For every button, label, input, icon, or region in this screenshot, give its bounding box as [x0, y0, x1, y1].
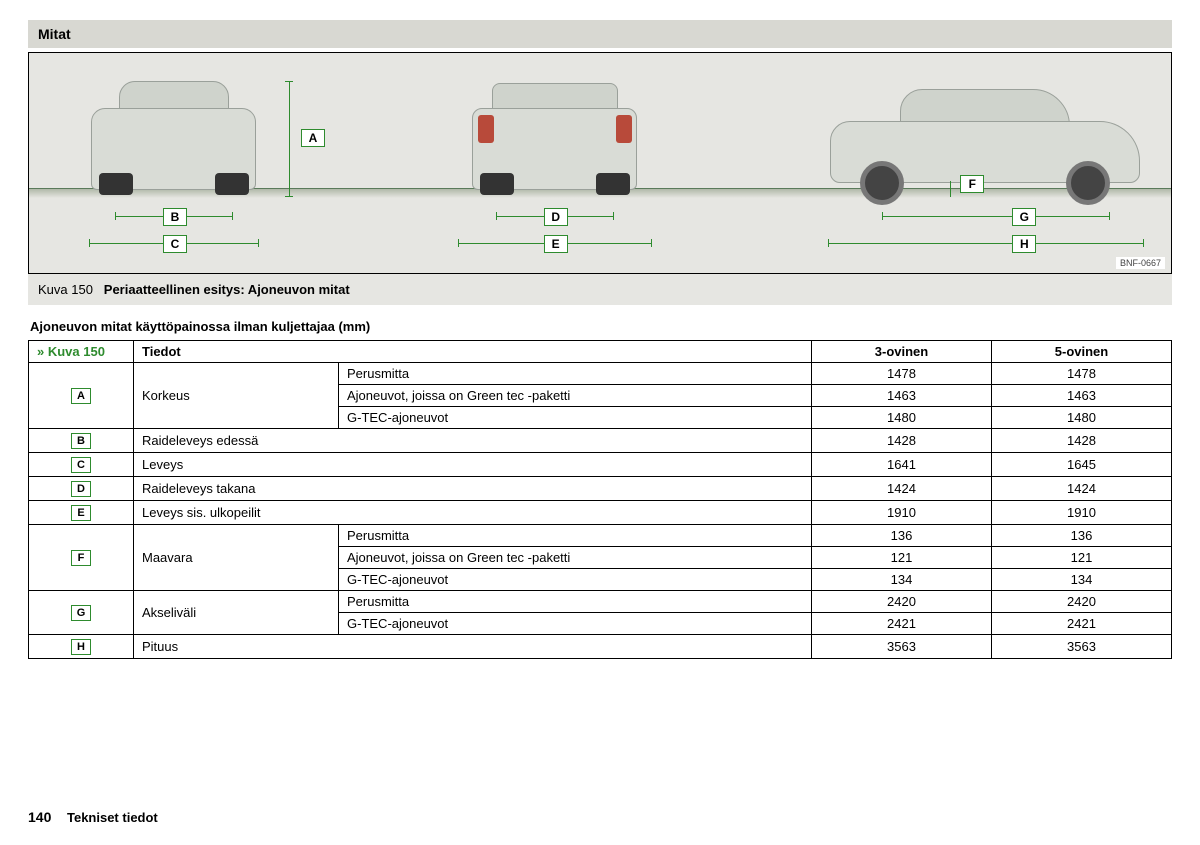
cell-value: 2420	[812, 591, 992, 613]
table-row: D Raideleveys takana 1424 1424	[29, 477, 1172, 501]
label-pituus: Pituus	[134, 635, 812, 659]
cell-value: 2421	[992, 613, 1172, 635]
ref-letter-d: D	[71, 481, 91, 497]
table-row: F Maavara Perusmitta 136 136	[29, 525, 1172, 547]
ref-letter-f: F	[71, 550, 91, 566]
dim-label-g: G	[1012, 208, 1036, 226]
table-row: A Korkeus Perusmitta 1478 1478	[29, 363, 1172, 385]
dim-label-b: B	[163, 208, 187, 226]
cell-value: 1480	[812, 407, 992, 429]
header-3door: 3-ovinen	[812, 341, 992, 363]
label-korkeus: Korkeus	[134, 363, 339, 429]
table-row: H Pituus 3563 3563	[29, 635, 1172, 659]
cell-value: 1480	[992, 407, 1172, 429]
dim-label-e: E	[544, 235, 568, 253]
table-row: E Leveys sis. ulkopeilit 1910 1910	[29, 501, 1172, 525]
table-header-row: » Kuva 150 Tiedot 3-ovinen 5-ovinen	[29, 341, 1172, 363]
dim-label-h: H	[1012, 235, 1036, 253]
dim-label-f: F	[960, 175, 984, 193]
label-leveys: Leveys	[134, 453, 812, 477]
table-row: B Raideleveys edessä 1428 1428	[29, 429, 1172, 453]
cell-value: 1478	[992, 363, 1172, 385]
car-side-view: F G H	[790, 53, 1171, 273]
ref-letter-a: A	[71, 388, 91, 404]
caption-text: Periaatteellinen esitys: Ajoneuvon mitat	[104, 282, 350, 297]
label-maavara: Maavara	[134, 525, 339, 591]
table-title: Ajoneuvon mitat käyttöpainossa ilman kul…	[30, 319, 1172, 334]
cell-value: 121	[812, 547, 992, 569]
car-front-view: A B C	[29, 53, 410, 273]
ref-letter-g: G	[71, 605, 91, 621]
dimensions-table: » Kuva 150 Tiedot 3-ovinen 5-ovinen A Ko…	[28, 340, 1172, 659]
page-footer: 140 Tekniset tiedot	[28, 809, 158, 825]
cell-value: 136	[992, 525, 1172, 547]
table-row: C Leveys 1641 1645	[29, 453, 1172, 477]
ref-letter-e: E	[71, 505, 91, 521]
header-ref: » Kuva 150	[29, 341, 134, 363]
section-header: Mitat	[28, 20, 1172, 48]
cell-value: 121	[992, 547, 1172, 569]
dim-label-d: D	[544, 208, 568, 226]
spec-perusmitta: Perusmitta	[339, 363, 812, 385]
cell-value: 1910	[812, 501, 992, 525]
label-raide-takana: Raideleveys takana	[134, 477, 812, 501]
car-rear-view: D E	[410, 53, 791, 273]
cell-value: 3563	[992, 635, 1172, 659]
header-info: Tiedot	[134, 341, 812, 363]
label-raide-edessa: Raideleveys edessä	[134, 429, 812, 453]
cell-value: 136	[812, 525, 992, 547]
diagram-code: BNF-0667	[1116, 257, 1165, 269]
cell-value: 1910	[992, 501, 1172, 525]
cell-value: 1428	[812, 429, 992, 453]
cell-value: 1478	[812, 363, 992, 385]
dim-label-a: A	[301, 129, 325, 147]
cell-value: 2420	[992, 591, 1172, 613]
spec-perusmitta: Perusmitta	[339, 525, 812, 547]
dimensions-diagram: A B C D E	[28, 52, 1172, 274]
caption-lead: Kuva 150	[38, 282, 93, 297]
ref-letter-c: C	[71, 457, 91, 473]
cell-value: 1424	[812, 477, 992, 501]
cell-value: 1428	[992, 429, 1172, 453]
spec-greentec: Ajoneuvot, joissa on Green tec -paketti	[339, 385, 812, 407]
spec-perusmitta: Perusmitta	[339, 591, 812, 613]
label-leveys-peilit: Leveys sis. ulkopeilit	[134, 501, 812, 525]
cell-value: 134	[812, 569, 992, 591]
cell-value: 1641	[812, 453, 992, 477]
ref-letter-b: B	[71, 433, 91, 449]
cell-value: 1463	[992, 385, 1172, 407]
figure-caption: Kuva 150 Periaatteellinen esitys: Ajoneu…	[28, 274, 1172, 305]
cell-value: 3563	[812, 635, 992, 659]
spec-gtec: G-TEC-ajoneuvot	[339, 407, 812, 429]
dim-label-c: C	[163, 235, 187, 253]
page-number: 140	[28, 809, 51, 825]
header-5door: 5-ovinen	[992, 341, 1172, 363]
cell-value: 134	[992, 569, 1172, 591]
spec-gtec: G-TEC-ajoneuvot	[339, 613, 812, 635]
footer-title: Tekniset tiedot	[67, 810, 158, 825]
cell-value: 1645	[992, 453, 1172, 477]
cell-value: 1463	[812, 385, 992, 407]
table-row: G Akseliväli Perusmitta 2420 2420	[29, 591, 1172, 613]
spec-greentec: Ajoneuvot, joissa on Green tec -paketti	[339, 547, 812, 569]
label-akselivali: Akseliväli	[134, 591, 339, 635]
cell-value: 1424	[992, 477, 1172, 501]
cell-value: 2421	[812, 613, 992, 635]
ref-letter-h: H	[71, 639, 91, 655]
spec-gtec: G-TEC-ajoneuvot	[339, 569, 812, 591]
